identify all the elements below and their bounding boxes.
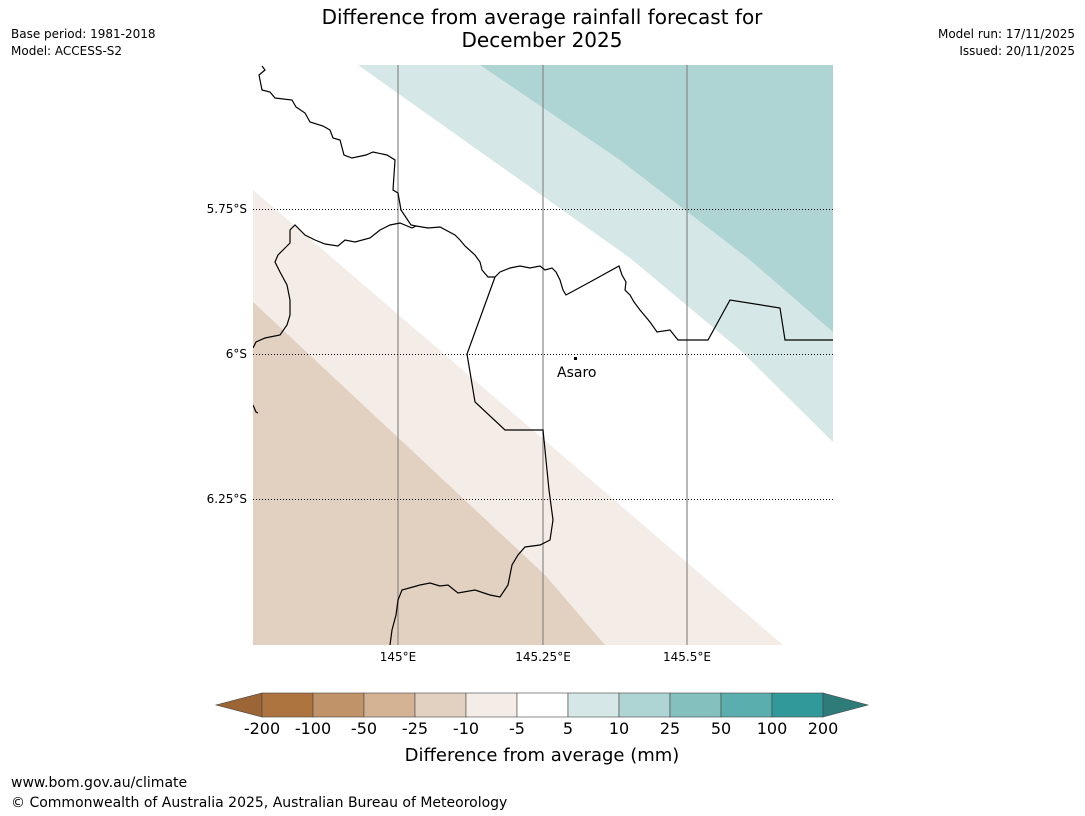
- boundary-central: [415, 225, 833, 341]
- lon-label: 145.25°E: [515, 650, 571, 664]
- colorbar-swatch: [465, 692, 518, 718]
- colorbar-arrow-right: [822, 692, 870, 718]
- band-pos25: [480, 65, 833, 332]
- base-period-text: Base period: 1981-2018: [11, 27, 156, 41]
- colorbar-swatch: [261, 692, 314, 718]
- model-text: Model: ACCESS-S2: [11, 44, 123, 58]
- colorbar-arrow-left: [214, 692, 263, 718]
- footer-url: www.bom.gov.au/climate: [11, 775, 188, 791]
- province-boundaries: [253, 65, 833, 645]
- colorbar-swatch: [720, 692, 773, 718]
- colorbar-swatch: [516, 692, 569, 718]
- rainfall-bands: [253, 65, 833, 645]
- boundary-south: [389, 276, 554, 645]
- chart-title: Difference from average rainfall forecas…: [292, 6, 792, 52]
- colorbar-tick-label: -25: [401, 719, 429, 738]
- lat-label: 6.25°S: [206, 492, 247, 506]
- colorbar-swatch: [669, 692, 722, 718]
- colorbar-tick-label: 200: [807, 719, 839, 738]
- gridlines: [253, 65, 833, 645]
- colorbar-swatch: [618, 692, 671, 718]
- lon-label: 145.5°E: [663, 650, 711, 664]
- title-line-1: Difference from average rainfall forecas…: [321, 5, 763, 29]
- colorbar-swatch: [567, 692, 620, 718]
- lon-label: 145°E: [379, 650, 417, 664]
- place-label-asaro: Asaro: [557, 365, 597, 381]
- title-line-2: December 2025: [461, 28, 623, 52]
- colorbar-tick-label: 100: [756, 719, 788, 738]
- colorbar-swatch: [363, 692, 416, 718]
- asaro-marker: [574, 357, 577, 360]
- colorbar-tick-label: 10: [608, 719, 630, 738]
- colorbar-tick-label: -200: [243, 719, 281, 738]
- colorbar-tick-label: 50: [710, 719, 732, 738]
- colorbar-swatch: [771, 692, 824, 718]
- footer-copyright: © Commonwealth of Australia 2025, Austra…: [11, 795, 508, 811]
- colorbar-swatch: [414, 692, 467, 718]
- colorbar-tick-label: -100: [294, 719, 332, 738]
- colorbar-swatch: [312, 692, 365, 718]
- lat-label: 5.75°S: [206, 202, 247, 216]
- lat-label: 6°S: [225, 347, 247, 361]
- issued-text: Issued: 20/11/2025: [959, 44, 1075, 58]
- colorbar: [214, 692, 870, 718]
- model-run-text: Model run: 17/11/2025: [937, 27, 1075, 41]
- boundary-west-stub: [253, 404, 259, 414]
- colorbar-tick-label: 25: [659, 719, 681, 738]
- colorbar-tick-label: -50: [350, 719, 378, 738]
- band-neg50: [253, 302, 605, 645]
- colorbar-label: Difference from average (mm): [404, 745, 680, 766]
- colorbar-tick-label: -5: [509, 719, 525, 738]
- colorbar-tick-label: -10: [452, 719, 480, 738]
- colorbar-tick-label: 5: [562, 719, 574, 738]
